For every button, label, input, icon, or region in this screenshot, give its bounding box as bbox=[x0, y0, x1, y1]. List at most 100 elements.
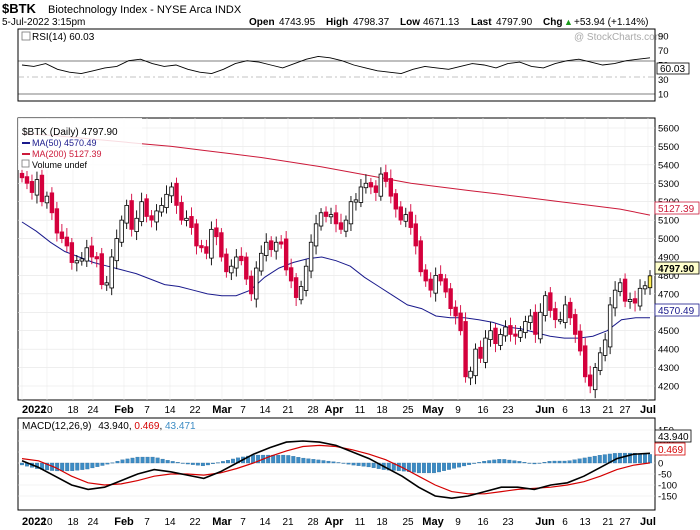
x-tick-label: Apr bbox=[325, 404, 345, 416]
candle bbox=[214, 227, 219, 238]
rsi-tick-label: 10 bbox=[658, 89, 669, 100]
candle bbox=[174, 182, 179, 206]
candle bbox=[358, 186, 364, 203]
macd-histogram-bar bbox=[301, 457, 306, 464]
macd-tick-label: 0 bbox=[658, 459, 663, 470]
macd-histogram-bar bbox=[351, 462, 356, 466]
price-legend-main: $BTK (Daily) 4797.90 bbox=[22, 127, 118, 138]
macd-histogram-bar bbox=[386, 462, 391, 471]
candle bbox=[69, 242, 75, 263]
candle bbox=[169, 186, 174, 197]
macd-histogram-bar bbox=[638, 453, 642, 464]
signal-line bbox=[21, 444, 651, 495]
x-tick-label: 13 bbox=[579, 517, 591, 528]
macd-histogram-bar bbox=[437, 462, 441, 473]
x-tick-label: 27 bbox=[619, 405, 631, 416]
candle bbox=[273, 241, 279, 252]
macd-histogram-bar bbox=[406, 462, 411, 472]
macd-histogram-bar bbox=[587, 456, 592, 464]
macd-histogram-bar bbox=[527, 462, 532, 464]
candle bbox=[368, 182, 374, 188]
macd-histogram-bar bbox=[361, 462, 366, 467]
macd-histogram-bar bbox=[366, 462, 371, 468]
macd-histogram-bar bbox=[632, 453, 637, 464]
macd-histogram-bar bbox=[502, 459, 507, 464]
candle bbox=[493, 327, 498, 345]
candle bbox=[239, 255, 244, 262]
macd-histogram-bar bbox=[145, 456, 150, 464]
macd-histogram-bar bbox=[125, 458, 130, 464]
macd-histogram-bar bbox=[135, 456, 140, 464]
candle bbox=[149, 215, 154, 221]
macd-histogram-bar bbox=[316, 459, 321, 464]
candle bbox=[533, 311, 538, 335]
x-tick-label: 14 bbox=[259, 405, 271, 416]
macd-histogram-bar bbox=[522, 462, 527, 464]
ma50-badge: 4570.49 bbox=[658, 306, 695, 317]
candle bbox=[209, 228, 214, 259]
candle bbox=[293, 277, 299, 298]
macd-histogram-bar bbox=[487, 460, 492, 464]
x-tick-label: 11 bbox=[355, 517, 366, 528]
macd-histogram-bar bbox=[165, 460, 170, 464]
x-tick-label: 21 bbox=[602, 517, 614, 528]
macd-histogram-bar bbox=[306, 458, 311, 464]
macd-histogram-bar bbox=[90, 462, 95, 469]
candle bbox=[298, 286, 304, 301]
signal-badge-box bbox=[654, 442, 686, 456]
macd-histogram-bar bbox=[251, 454, 256, 464]
macd-histogram-bar bbox=[346, 462, 351, 465]
x-tick-label: 7 bbox=[144, 517, 150, 528]
x-tick-label: 23 bbox=[502, 517, 514, 528]
macd-histogram-bar bbox=[286, 455, 291, 464]
x-tick-label: 10 bbox=[41, 405, 53, 416]
candle bbox=[473, 348, 478, 377]
candle bbox=[632, 298, 638, 304]
x-tick-label: 14 bbox=[164, 405, 176, 416]
macd-histogram-bar bbox=[462, 462, 467, 467]
candle bbox=[79, 258, 85, 262]
rsi-tick-label: 30 bbox=[658, 75, 669, 86]
macd-histogram-bar bbox=[547, 461, 552, 464]
high-value: 4798.37 bbox=[353, 17, 390, 28]
macd-histogram-bar bbox=[105, 462, 110, 465]
macd-legend-signal: 0.469 bbox=[134, 421, 159, 432]
macd-histogram-bar bbox=[336, 462, 341, 464]
candle bbox=[278, 241, 284, 245]
candle bbox=[323, 211, 329, 217]
x-tick-label: Jun bbox=[535, 404, 555, 416]
candle bbox=[104, 282, 109, 286]
price-legend-volume: Volume undef bbox=[32, 160, 88, 170]
x-tick-label: 18 bbox=[67, 517, 79, 528]
macd-histogram-bar bbox=[356, 462, 361, 466]
macd-histogram-bar bbox=[291, 456, 296, 464]
candle bbox=[189, 216, 194, 228]
candle bbox=[642, 285, 648, 290]
candle bbox=[483, 337, 488, 363]
candle bbox=[109, 256, 114, 289]
candle bbox=[219, 232, 224, 258]
candle bbox=[234, 256, 239, 269]
macd-histogram-bar bbox=[100, 462, 105, 466]
macd-histogram-bar bbox=[597, 455, 602, 464]
macd-histogram-bar bbox=[65, 462, 70, 472]
price-tick-label: 5400 bbox=[658, 160, 679, 171]
candle bbox=[558, 319, 563, 322]
candle bbox=[318, 212, 324, 227]
macd-legend-prefix: MACD(12,26,9) bbox=[22, 421, 91, 432]
price-tick-label: 4800 bbox=[658, 271, 679, 282]
x-tick-label: Jun bbox=[535, 516, 555, 528]
price-tick-label: 5300 bbox=[658, 179, 679, 190]
macd-histogram-bar bbox=[60, 462, 65, 472]
candle bbox=[204, 246, 209, 254]
price-legend-ma200: MA(200) 5127.39 bbox=[32, 149, 102, 159]
macd-histogram-bar bbox=[492, 459, 497, 464]
macd-histogram-bar bbox=[421, 462, 426, 474]
macd-tick-label: -100 bbox=[658, 481, 677, 492]
macd-histogram-bar bbox=[246, 455, 251, 464]
price-tick-label: 4900 bbox=[658, 253, 679, 264]
candle bbox=[34, 179, 40, 196]
macd-histogram-bar bbox=[567, 460, 572, 464]
